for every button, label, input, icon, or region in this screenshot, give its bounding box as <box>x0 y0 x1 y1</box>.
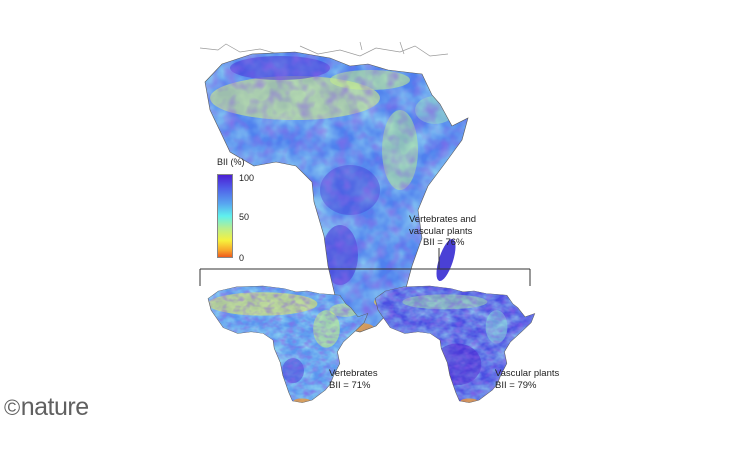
legend-title: BII (%) <box>217 157 245 167</box>
legend-tick-0: 0 <box>239 253 245 263</box>
legend-tick-50: 50 <box>239 212 250 222</box>
bii-colorbar <box>217 174 233 258</box>
africa-map-combined <box>200 41 469 333</box>
caption-combined: Vertebrates and vascular plants BII = 76… <box>409 214 529 249</box>
caption-vertebrates-bii: BII = 71% <box>329 379 371 391</box>
legend-tick-100: 100 <box>239 173 255 183</box>
copyright-symbol: © <box>4 395 20 420</box>
caption-vascular-plants-bii: BII = 79% <box>495 379 537 391</box>
caption-vascular-plants: Vascular plants BII = 79% <box>495 368 559 391</box>
bracket-connector <box>199 248 531 286</box>
caption-combined-line2: vascular plants <box>409 225 473 237</box>
caption-combined-bii: BII = 76% <box>423 237 465 248</box>
caption-vascular-plants-title: Vascular plants <box>495 368 560 379</box>
mediterranean-coastline <box>200 41 449 57</box>
caption-combined-line1: Vertebrates and <box>409 214 477 225</box>
africa-map-vascular-plants <box>374 285 536 403</box>
caption-vertebrates-title: Vertebrates <box>329 368 378 379</box>
madagascar-shape <box>436 238 456 282</box>
africa-map-vertebrates <box>207 285 369 403</box>
nature-wordmark: nature <box>20 393 89 421</box>
caption-vertebrates: Vertebrates BII = 71% <box>329 368 378 391</box>
nature-logo: ©nature <box>4 393 89 422</box>
